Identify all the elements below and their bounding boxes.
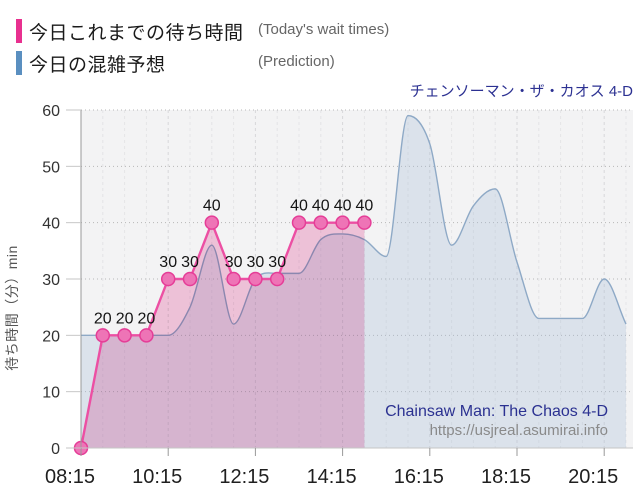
watermark: Chainsaw Man: The Chaos 4-D https://usjr… bbox=[385, 402, 608, 440]
x-tick-label: 16:15 bbox=[394, 466, 444, 488]
point-value-label: 20 bbox=[116, 310, 134, 327]
x-tick-label: 08:15 bbox=[45, 466, 95, 488]
legend-swatch-prediction bbox=[16, 51, 22, 75]
data-point-marker[interactable] bbox=[226, 271, 241, 287]
y-tick-label: 60 bbox=[42, 103, 60, 120]
data-point-marker[interactable] bbox=[357, 215, 372, 230]
y-tick-label: 30 bbox=[42, 272, 60, 289]
data-point-marker[interactable] bbox=[95, 328, 111, 343]
point-value-label: 40 bbox=[290, 198, 308, 215]
x-tick-label: 10:15 bbox=[132, 466, 182, 488]
point-value-label: 40 bbox=[334, 198, 352, 215]
point-value-label: 30 bbox=[247, 254, 265, 271]
x-tick-label: 14:15 bbox=[307, 466, 357, 488]
legend: 今日これまでの待ち時間 (Today's wait times) 今日の混雑予想… bbox=[16, 15, 389, 79]
point-value-label: 30 bbox=[268, 254, 286, 271]
legend-item-prediction[interactable]: 今日の混雑予想 (Prediction) bbox=[16, 47, 335, 79]
x-tick-label: 18:15 bbox=[481, 466, 531, 488]
data-point-marker[interactable] bbox=[182, 271, 198, 287]
data-point-marker[interactable] bbox=[269, 271, 285, 287]
y-tick-label: 50 bbox=[42, 159, 60, 176]
data-point-marker[interactable] bbox=[117, 328, 132, 343]
y-tick-label: 10 bbox=[42, 385, 60, 402]
attraction-title-jp: チェンソーマン・ザ・カオス 4-D bbox=[409, 83, 633, 100]
watermark-site-url: https://usjreal.asumirai.info bbox=[429, 422, 608, 439]
point-value-label: 30 bbox=[225, 254, 243, 271]
point-value-label: 40 bbox=[312, 198, 330, 215]
data-point-marker[interactable] bbox=[248, 271, 263, 287]
data-point-marker[interactable] bbox=[335, 215, 350, 230]
legend-swatch-actual bbox=[16, 19, 22, 43]
point-value-label: 30 bbox=[181, 254, 199, 271]
data-point-marker[interactable] bbox=[139, 328, 154, 343]
data-point-marker[interactable] bbox=[313, 215, 329, 230]
data-point-marker[interactable] bbox=[204, 215, 220, 230]
point-value-label: 40 bbox=[203, 198, 221, 215]
data-point-marker[interactable] bbox=[291, 215, 307, 230]
legend-label-actual-en: (Today's wait times) bbox=[258, 21, 390, 38]
y-tick-label: 0 bbox=[51, 441, 60, 458]
point-value-label: 30 bbox=[159, 254, 177, 271]
legend-label-prediction-en: (Prediction) bbox=[258, 53, 335, 70]
legend-label-prediction-jp: 今日の混雑予想 bbox=[29, 54, 166, 76]
legend-label-actual-jp: 今日これまでの待ち時間 bbox=[29, 22, 244, 44]
data-point-marker[interactable] bbox=[160, 271, 176, 287]
watermark-attraction-name: Chainsaw Man: The Chaos 4-D bbox=[385, 403, 608, 420]
x-tick-label: 20:15 bbox=[568, 466, 618, 488]
legend-item-today-wait-times[interactable]: 今日これまでの待ち時間 (Today's wait times) bbox=[16, 15, 389, 47]
point-value-label: 20 bbox=[94, 310, 112, 327]
point-value-label: 20 bbox=[138, 310, 156, 327]
series-area-actual bbox=[81, 222, 365, 448]
point-value-label: 40 bbox=[356, 198, 374, 215]
y-axis-title: 待ち時間（分）min bbox=[4, 245, 20, 371]
y-tick-label: 40 bbox=[42, 216, 60, 233]
x-tick-label: 12:15 bbox=[219, 466, 269, 488]
y-tick-label: 20 bbox=[42, 328, 60, 345]
